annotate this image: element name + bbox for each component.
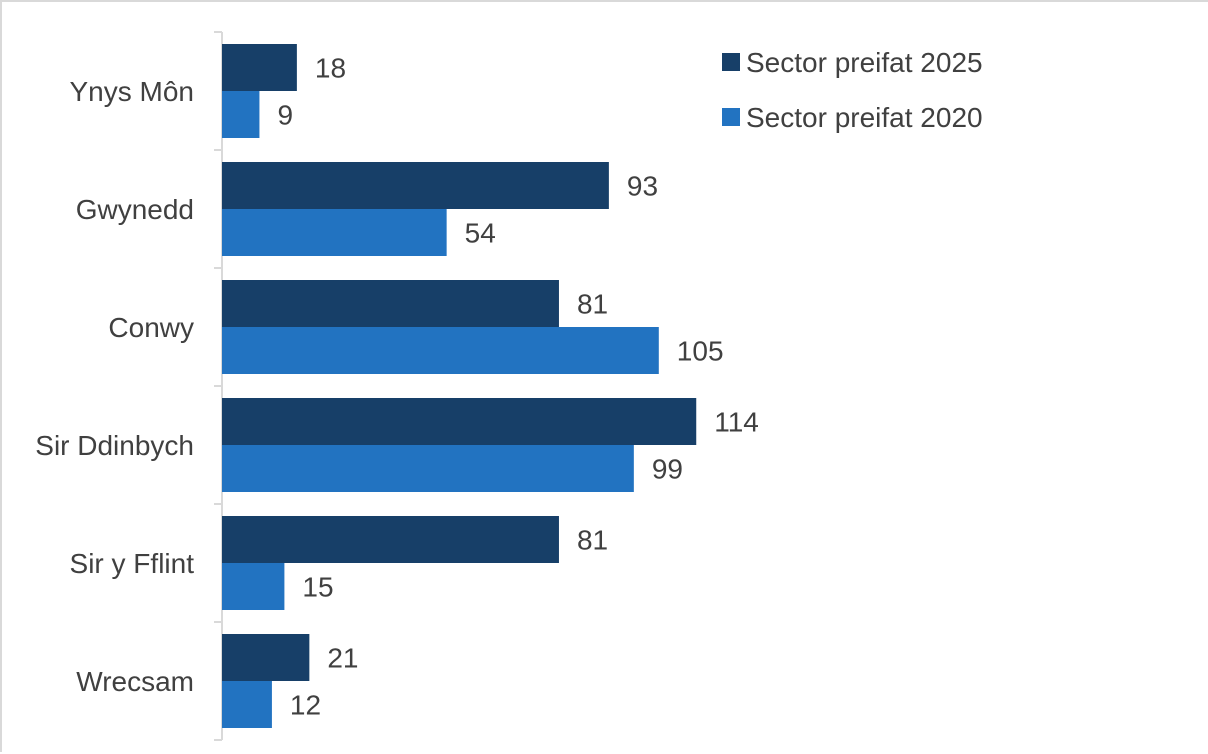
axis-layer [214, 31, 223, 741]
legend: Sector preifat 2025 Sector preifat 2020 [722, 47, 983, 133]
legend-swatch-series-2 [722, 108, 740, 126]
data-label-sir-ddinbych-series-2: 99 [652, 454, 683, 485]
data-label-wrecsam-series-1: 21 [327, 643, 358, 674]
data-label-wrecsam-series-2: 12 [290, 690, 321, 721]
bar-wrecsam-series-1 [222, 634, 310, 681]
data-label-ynys-mon-series-1: 18 [315, 53, 346, 84]
data-label-ynys-mon-series-2: 9 [277, 100, 293, 131]
category-label-gwynedd: Gwynedd [76, 194, 194, 225]
data-label-gwynedd-series-2: 54 [465, 218, 496, 249]
bar-conwy-series-2 [222, 327, 659, 374]
category-label-sir-ddinbych: Sir Ddinbych [35, 430, 194, 461]
labels-layer: Ynys Môn 18 9 Gwynedd 93 54 Conwy 81 105 Sir Ddin… [35, 53, 759, 721]
legend-label-series-1: Sector preifat 2025 [746, 47, 983, 78]
legend-label-series-2: Sector preifat 2020 [746, 102, 983, 133]
data-label-gwynedd-series-1: 93 [627, 171, 658, 202]
legend-swatch-series-1 [722, 53, 740, 71]
bar-conwy-series-1 [222, 280, 559, 327]
bar-ynys-mon-series-2 [222, 91, 260, 138]
data-label-sir-y-fflint-series-2: 15 [302, 572, 333, 603]
bar-wrecsam-series-2 [222, 681, 272, 728]
data-label-conwy-series-2: 105 [677, 336, 724, 367]
bars-layer [222, 44, 697, 728]
data-label-conwy-series-1: 81 [577, 289, 608, 320]
bar-sir-y-fflint-series-1 [222, 516, 559, 563]
data-label-sir-y-fflint-series-1: 81 [577, 525, 608, 556]
bar-sir-y-fflint-series-2 [222, 563, 285, 610]
bar-sir-ddinbych-series-1 [222, 398, 697, 445]
bar-ynys-mon-series-1 [222, 44, 297, 91]
category-label-sir-y-fflint: Sir y Fflint [70, 548, 195, 579]
category-label-wrecsam: Wrecsam [76, 666, 194, 697]
bar-gwynedd-series-2 [222, 209, 447, 256]
data-label-sir-ddinbych-series-1: 114 [714, 407, 759, 438]
bar-gwynedd-series-1 [222, 162, 609, 209]
category-label-ynys-mon: Ynys Môn [70, 76, 195, 107]
bar-sir-ddinbych-series-2 [222, 445, 634, 492]
category-label-conwy: Conwy [108, 312, 194, 343]
